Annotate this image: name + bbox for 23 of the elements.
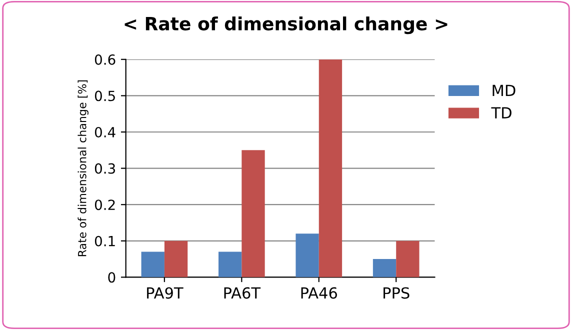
y-axis-title: Rate of dimensional change [%] xyxy=(78,80,88,256)
bar xyxy=(141,252,164,278)
y-tick-label: 0 xyxy=(108,272,116,283)
y-tick-label: 0.5 xyxy=(94,90,115,102)
y-tick-label: 0.2 xyxy=(94,200,115,210)
x-tick-label: PPS xyxy=(384,287,410,299)
y-tick-label: 0.6 xyxy=(94,54,116,65)
bar xyxy=(396,240,420,278)
bar xyxy=(318,59,342,278)
legend-label: MD xyxy=(492,84,516,96)
bar xyxy=(242,150,265,278)
bar xyxy=(372,259,396,278)
y-tick-label: 0.3 xyxy=(94,163,116,174)
x-tick-label: PA9T xyxy=(147,287,184,299)
x-tick-label: PA6T xyxy=(224,287,261,299)
bar xyxy=(296,234,319,278)
legend-label: TD xyxy=(491,107,512,118)
chart-title: < Rate of dimensional change > xyxy=(124,16,448,34)
bar xyxy=(164,240,188,278)
y-tick-label: 0.1 xyxy=(94,236,115,246)
x-tick-label: PA46 xyxy=(301,287,337,299)
bar xyxy=(218,252,242,278)
y-tick-label: 0.4 xyxy=(94,126,116,138)
